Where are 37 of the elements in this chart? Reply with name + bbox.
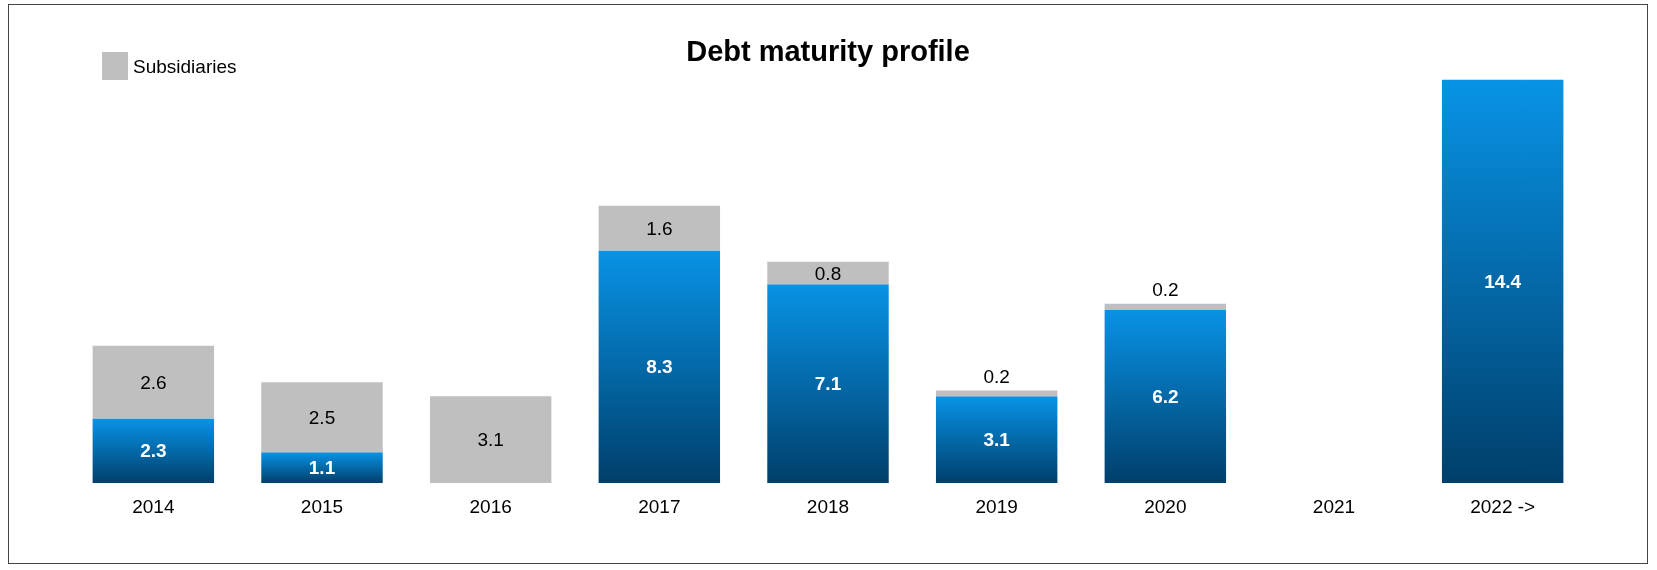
data-label: 3.1: [983, 429, 1011, 451]
data-label: 6.2: [1152, 385, 1179, 407]
bar: [92, 345, 215, 419]
x-tick-label: 2016: [469, 496, 512, 517]
data-label: 2.5: [308, 406, 336, 428]
bar: [598, 205, 721, 251]
bar: [935, 396, 1058, 483]
data-label: 8.3: [646, 356, 673, 378]
data-label: 14.4: [1484, 270, 1522, 292]
bar: [261, 452, 383, 483]
chart-title: Debt maturity profile: [686, 34, 970, 67]
x-tick-label: 2018: [806, 496, 850, 517]
data-label: 0.2: [983, 365, 1010, 387]
x-tick-label: 2022 ->: [1470, 496, 1536, 517]
bar: [261, 382, 383, 453]
x-tick-label: 2020: [1144, 496, 1187, 517]
x-tick-label: 2015: [300, 496, 344, 517]
bar: [767, 261, 889, 285]
bar: [1441, 79, 1564, 483]
x-tick-label: 2014: [132, 496, 175, 517]
bar: [598, 250, 721, 483]
bar: [1104, 309, 1227, 483]
legend-label: Subsidiaries: [133, 55, 237, 77]
data-label: 0.2: [1152, 278, 1179, 300]
data-label: 0.8: [814, 262, 842, 284]
data-label: 2.6: [140, 371, 167, 393]
bar: [92, 418, 215, 483]
bar: [429, 396, 552, 483]
data-label: 1.6: [646, 217, 673, 239]
x-tick-label: 2017: [638, 496, 681, 517]
data-label: 3.1: [477, 429, 504, 451]
data-label: 1.1: [308, 457, 336, 479]
bar: [767, 284, 889, 483]
x-tick-label: 2021: [1312, 496, 1356, 517]
x-tick-label: 2019: [975, 496, 1018, 517]
data-label: 2.3: [140, 440, 167, 462]
data-label: 7.1: [814, 373, 842, 395]
